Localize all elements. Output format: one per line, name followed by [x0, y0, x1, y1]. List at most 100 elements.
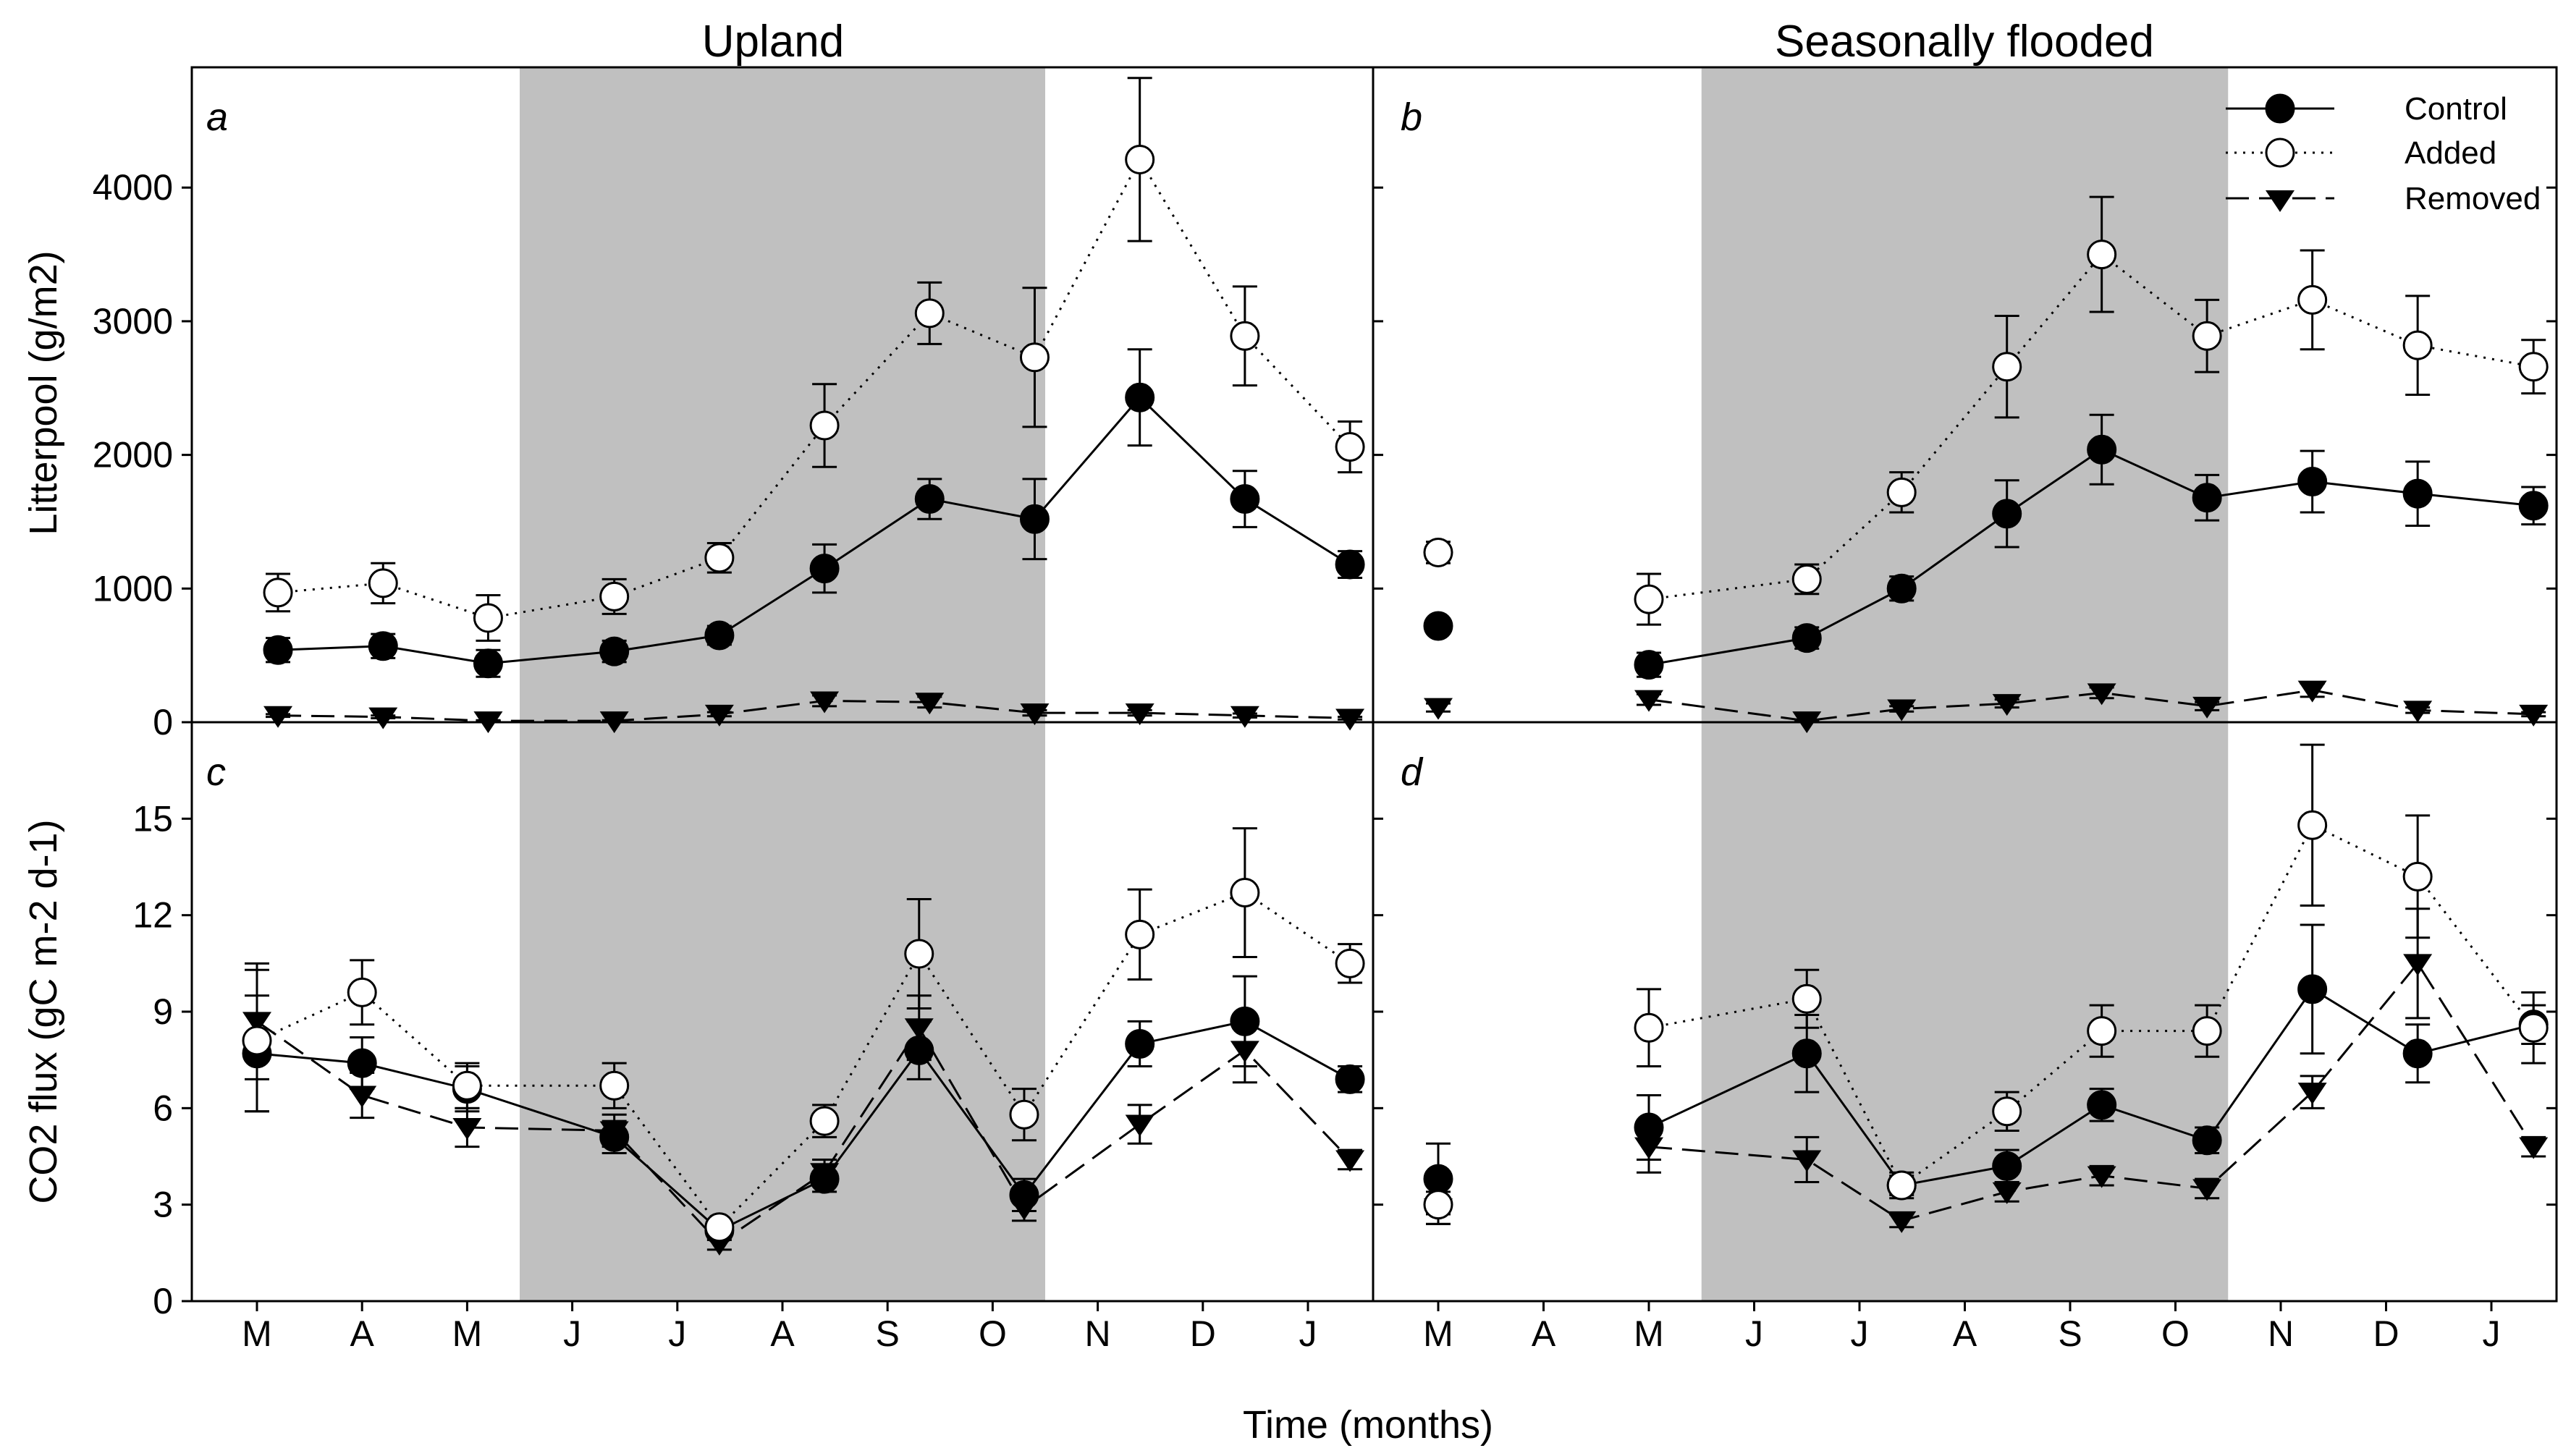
month-tick-label-c-3: J [563, 1313, 581, 1354]
data-point-added-c-4 [704, 1212, 735, 1243]
data-point-control-c-6 [904, 1035, 934, 1065]
data-point-added-d-7 [2297, 810, 2328, 840]
panel-letter-d: d [1401, 750, 1424, 794]
data-point-removed-d-9 [2519, 1137, 2549, 1159]
shaded-season-band-b [1701, 67, 2229, 722]
data-point-removed-c-1 [347, 1085, 377, 1108]
data-point-removed-d-7 [2297, 1083, 2327, 1105]
y-tick-label-a-4: 4000 [93, 167, 173, 208]
data-point-control-b-8 [2402, 478, 2433, 509]
data-point-control-a-10 [1335, 549, 1365, 580]
data-point-removed-d-3 [1887, 1211, 1917, 1233]
data-point-removed-a-4 [704, 704, 734, 727]
data-point-control-a-2 [473, 648, 503, 679]
data-point-control-d-8 [2402, 1038, 2433, 1069]
month-tick-label-d-0: M [1423, 1313, 1453, 1354]
data-point-control-b-1 [1634, 650, 1664, 680]
data-point-control-c-5 [809, 1164, 840, 1194]
shaded-season-band-d [1701, 722, 2229, 1301]
panel-letter-b: b [1401, 96, 1422, 139]
month-tick-label-d-3: J [1745, 1313, 1763, 1354]
data-point-removed-a-6 [915, 693, 945, 715]
data-point-added-a-4 [704, 543, 735, 573]
data-point-added-d-4 [1992, 1096, 2022, 1127]
data-point-added-b-5 [2087, 240, 2117, 270]
month-tick-label-d-5: A [1953, 1313, 1977, 1354]
data-point-added-d-8 [2402, 861, 2433, 892]
month-tick-label-d-9: D [2373, 1313, 2399, 1354]
y-tick-label-a-1: 1000 [93, 568, 173, 609]
data-point-added-d-1 [1634, 1012, 1664, 1043]
data-point-added-b-3 [1886, 477, 1917, 507]
data-point-control-c-10 [1335, 1064, 1365, 1094]
data-point-removed-d-8 [2403, 954, 2433, 976]
month-tick-label-c-4: J [668, 1313, 686, 1354]
y-tick-label-a-2: 2000 [93, 435, 173, 475]
data-point-control-b-4 [1992, 499, 2022, 529]
data-point-added-c-10 [1335, 948, 1365, 978]
data-point-added-b-7 [2297, 284, 2328, 315]
data-point-added-a-2 [473, 603, 503, 633]
data-point-control-d-2 [1791, 1038, 1822, 1069]
column-title-seasonally-flooded: Seasonally flooded [1775, 17, 2154, 67]
data-point-control-c-7 [1009, 1180, 1039, 1210]
data-point-added-c-9 [1230, 878, 1260, 908]
data-point-control-d-6 [2192, 1125, 2222, 1156]
data-point-control-a-0 [263, 635, 293, 665]
y-tick-label-c-2: 6 [153, 1088, 173, 1128]
data-point-removed-d-6 [2192, 1179, 2222, 1201]
data-point-removed-b-6 [2192, 696, 2222, 719]
data-point-added-a-1 [368, 568, 398, 598]
data-point-added-d-9 [2518, 1012, 2549, 1043]
series-line-added-c [256, 891, 1351, 1229]
data-point-added-c-8 [1125, 919, 1155, 949]
month-tick-label-c-1: A [350, 1313, 375, 1354]
data-point-control-b-2 [1791, 623, 1822, 653]
data-point-added-b-4 [1992, 352, 2022, 382]
data-point-control-a-6 [914, 484, 945, 515]
data-point-removed-b-3 [1887, 699, 1917, 721]
data-point-added-a-10 [1335, 432, 1365, 462]
month-tick-label-c-6: S [876, 1313, 900, 1354]
data-point-added-b-2 [1791, 564, 1822, 594]
data-point-added-c-2 [452, 1070, 482, 1101]
data-point-added-b-0 [1423, 537, 1453, 567]
month-tick-label-c-5: A [770, 1313, 795, 1354]
data-point-control-d-1 [1634, 1112, 1664, 1143]
data-point-removed-a-8 [1125, 703, 1154, 726]
month-tick-label-c-8: N [1085, 1313, 1111, 1354]
data-point-control-b-6 [2192, 483, 2222, 513]
month-tick-label-d-2: M [1634, 1313, 1664, 1354]
data-point-removed-a-5 [810, 691, 840, 714]
data-point-removed-b-4 [1992, 694, 2022, 716]
data-point-control-d-4 [1992, 1151, 2022, 1181]
month-tick-label-c-10: J [1299, 1313, 1317, 1354]
month-tick-label-d-8: N [2268, 1313, 2294, 1354]
panel-letter-a: a [206, 96, 228, 139]
month-tick-label-d-10: J [2483, 1313, 2501, 1354]
data-point-removed-c-2 [452, 1118, 482, 1140]
y-tick-label-a-3: 3000 [93, 301, 173, 342]
data-point-added-c-1 [347, 977, 377, 1007]
data-point-removed-a-10 [1335, 708, 1365, 731]
data-point-removed-b-5 [2087, 683, 2116, 706]
data-point-control-b-9 [2518, 491, 2549, 521]
data-point-removed-c-10 [1335, 1150, 1365, 1172]
data-point-removed-b-7 [2297, 680, 2327, 703]
data-point-added-d-6 [2192, 1016, 2222, 1046]
legend-marker-control [2265, 93, 2295, 124]
legend-label-removed: Removed [2405, 181, 2541, 216]
shaded-season-band-c [520, 722, 1045, 1301]
data-point-added-b-6 [2192, 321, 2222, 351]
data-point-added-b-1 [1634, 584, 1664, 614]
data-point-removed-b-1 [1634, 690, 1663, 712]
data-point-control-c-1 [347, 1048, 377, 1078]
legend-label-control: Control [2405, 91, 2507, 127]
data-point-control-b-3 [1886, 573, 1917, 604]
data-point-control-c-3 [599, 1122, 630, 1152]
legend-label-added: Added [2405, 135, 2496, 171]
data-point-removed-d-5 [2087, 1166, 2116, 1188]
data-point-control-d-5 [2087, 1090, 2117, 1120]
data-point-control-c-9 [1230, 1006, 1260, 1036]
